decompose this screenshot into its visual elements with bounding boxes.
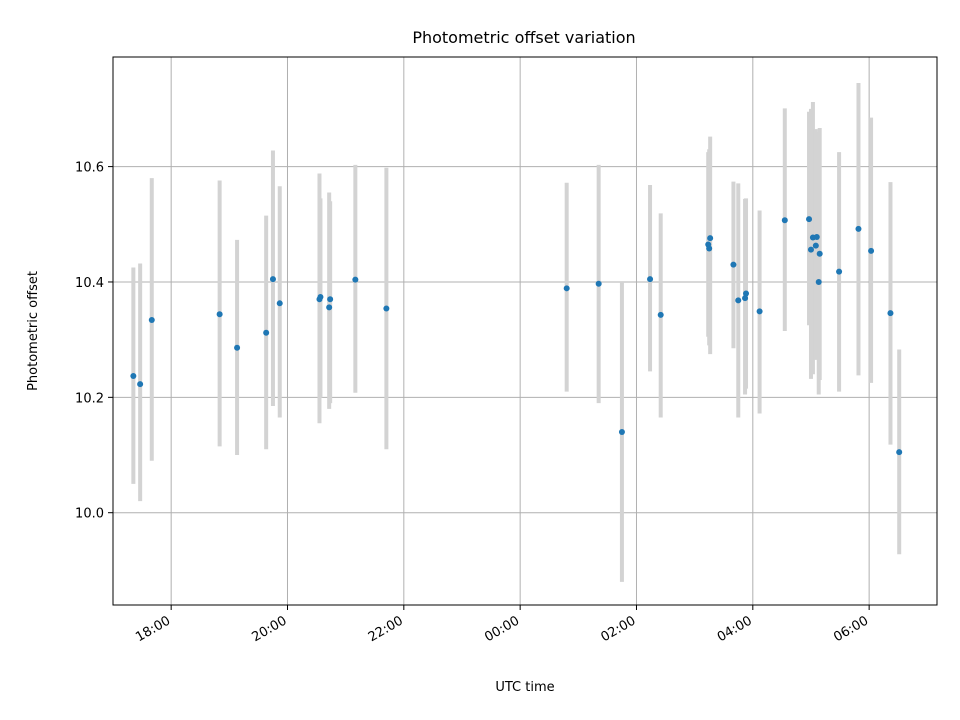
y-tick-label: 10.0 xyxy=(75,507,104,522)
chart-title: Photometric offset variation xyxy=(412,28,635,47)
x-tick-label: 20:00 xyxy=(250,613,290,645)
y-tick-label: 10.2 xyxy=(75,391,104,406)
x-tick-label: 04:00 xyxy=(715,613,755,645)
x-tick-label: 02:00 xyxy=(599,613,639,645)
data-point xyxy=(327,296,334,303)
data-point xyxy=(807,246,814,253)
data-point xyxy=(806,216,813,223)
data-point xyxy=(836,268,843,275)
data-point xyxy=(657,311,664,318)
data-point xyxy=(812,242,819,249)
data-point xyxy=(352,276,359,283)
data-point xyxy=(326,304,333,311)
data-point xyxy=(855,225,862,232)
y-axis: 10.0 10.2 10.4 10.6 xyxy=(75,161,113,522)
data-point xyxy=(815,278,822,285)
data-point xyxy=(148,317,155,324)
data-point xyxy=(735,297,742,304)
y-tick-label: 10.4 xyxy=(75,276,104,291)
data-point xyxy=(137,381,144,388)
data-point xyxy=(647,276,654,283)
data-point xyxy=(618,428,625,435)
data-point xyxy=(743,290,750,297)
x-axis-label: UTC time xyxy=(495,680,554,695)
data-point xyxy=(816,250,823,257)
x-tick-label: 22:00 xyxy=(366,613,406,645)
data-point xyxy=(276,300,283,307)
data-point xyxy=(383,305,390,312)
x-tick-label: 00:00 xyxy=(482,613,522,645)
y-axis-label: Photometric offset xyxy=(26,271,41,391)
data-point xyxy=(216,311,223,318)
error-bars xyxy=(131,82,902,582)
data-point xyxy=(756,308,763,315)
data-point xyxy=(742,295,749,302)
data-point xyxy=(269,276,276,283)
data-point xyxy=(730,261,737,268)
data-point xyxy=(887,310,894,317)
x-tick-label: 06:00 xyxy=(831,613,871,645)
data-point xyxy=(896,449,903,456)
y-tick-label: 10.6 xyxy=(75,161,104,176)
data-point xyxy=(130,372,137,379)
data-point xyxy=(317,293,324,300)
data-point xyxy=(706,245,713,252)
data-points xyxy=(130,216,903,456)
data-point xyxy=(234,344,241,351)
plot-frame xyxy=(112,56,938,606)
data-point xyxy=(707,235,714,242)
data-point xyxy=(868,247,875,254)
data-point xyxy=(813,233,820,240)
x-axis: 18:00 20:00 22:00 00:00 02:00 04:00 06:00 xyxy=(133,605,871,645)
data-point xyxy=(263,329,270,336)
data-point xyxy=(595,280,602,287)
data-point xyxy=(563,285,570,292)
data-point xyxy=(781,217,788,224)
x-tick-label: 18:00 xyxy=(133,613,173,645)
